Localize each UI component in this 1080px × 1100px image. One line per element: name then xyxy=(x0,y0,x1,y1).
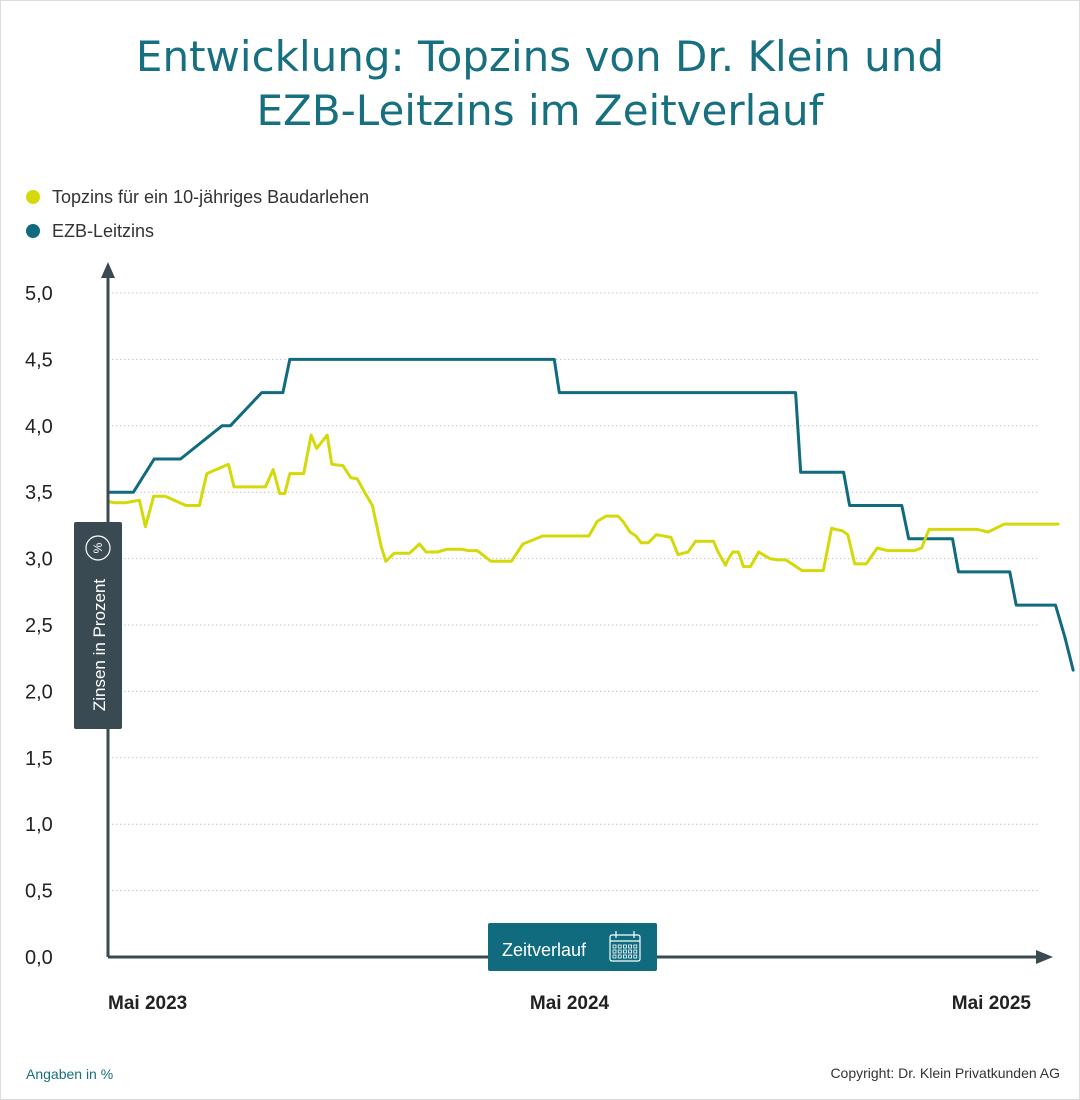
x-tick-label: Mai 2024 xyxy=(530,993,610,1014)
y-axis-label: Zinsen in Prozent xyxy=(90,579,109,712)
y-tick-label: 4,5 xyxy=(25,349,53,371)
calendar-icon xyxy=(609,931,641,962)
y-axis-label-box xyxy=(74,522,122,729)
chart-title: Entwicklung: Topzins von Dr. Klein und E… xyxy=(0,30,1080,138)
legend-label-ezb: EZB-Leitzins xyxy=(52,220,155,241)
chart-title-line-1: Entwicklung: Topzins von Dr. Klein und xyxy=(135,32,945,81)
copyright-note: Copyright: Dr. Klein Privatkunden AG xyxy=(830,1065,1060,1081)
x-axis-label: Zeitverlauf xyxy=(502,940,587,960)
svg-text:%: % xyxy=(91,542,105,553)
y-tick-label: 1,0 xyxy=(25,814,53,836)
x-axis-arrow xyxy=(1036,950,1053,964)
chart-title-line-2: EZB-Leitzins im Zeitverlauf xyxy=(256,86,824,135)
y-tick-label: 3,0 xyxy=(25,549,53,571)
legend-item-topzins: Topzins für ein 10-jähriges Baudarlehen xyxy=(26,180,369,214)
x-tick-label: Mai 2023 xyxy=(108,993,187,1014)
legend-marker-ezb xyxy=(26,224,40,238)
legend-item-ezb: EZB-Leitzins xyxy=(26,214,369,248)
y-tick-label: 5,0 xyxy=(25,283,53,305)
y-tick-label: 1,5 xyxy=(25,748,53,770)
x-tick-label: Mai 2025 xyxy=(952,993,1032,1014)
legend-marker-topzins xyxy=(26,190,40,204)
series-line-topzins xyxy=(106,433,1060,573)
y-tick-label: 0,0 xyxy=(25,947,53,969)
legend: Topzins für ein 10-jähriges Baudarlehen … xyxy=(26,180,369,248)
y-tick-label: 2,5 xyxy=(25,615,53,637)
y-tick-label: 2,0 xyxy=(25,681,53,703)
y-tick-label: 0,5 xyxy=(25,881,53,903)
y-axis-arrow xyxy=(101,262,115,278)
footnote-units: Angaben in % xyxy=(26,1066,114,1082)
series-line-ezb xyxy=(106,357,1067,640)
series-line-ezb-end xyxy=(1063,636,1075,672)
y-tick-label: 4,0 xyxy=(25,416,53,438)
legend-label-topzins: Topzins für ein 10-jähriges Baudarlehen xyxy=(52,186,370,207)
y-tick-label: 3,5 xyxy=(25,482,53,504)
percent-icon: % xyxy=(85,535,111,561)
